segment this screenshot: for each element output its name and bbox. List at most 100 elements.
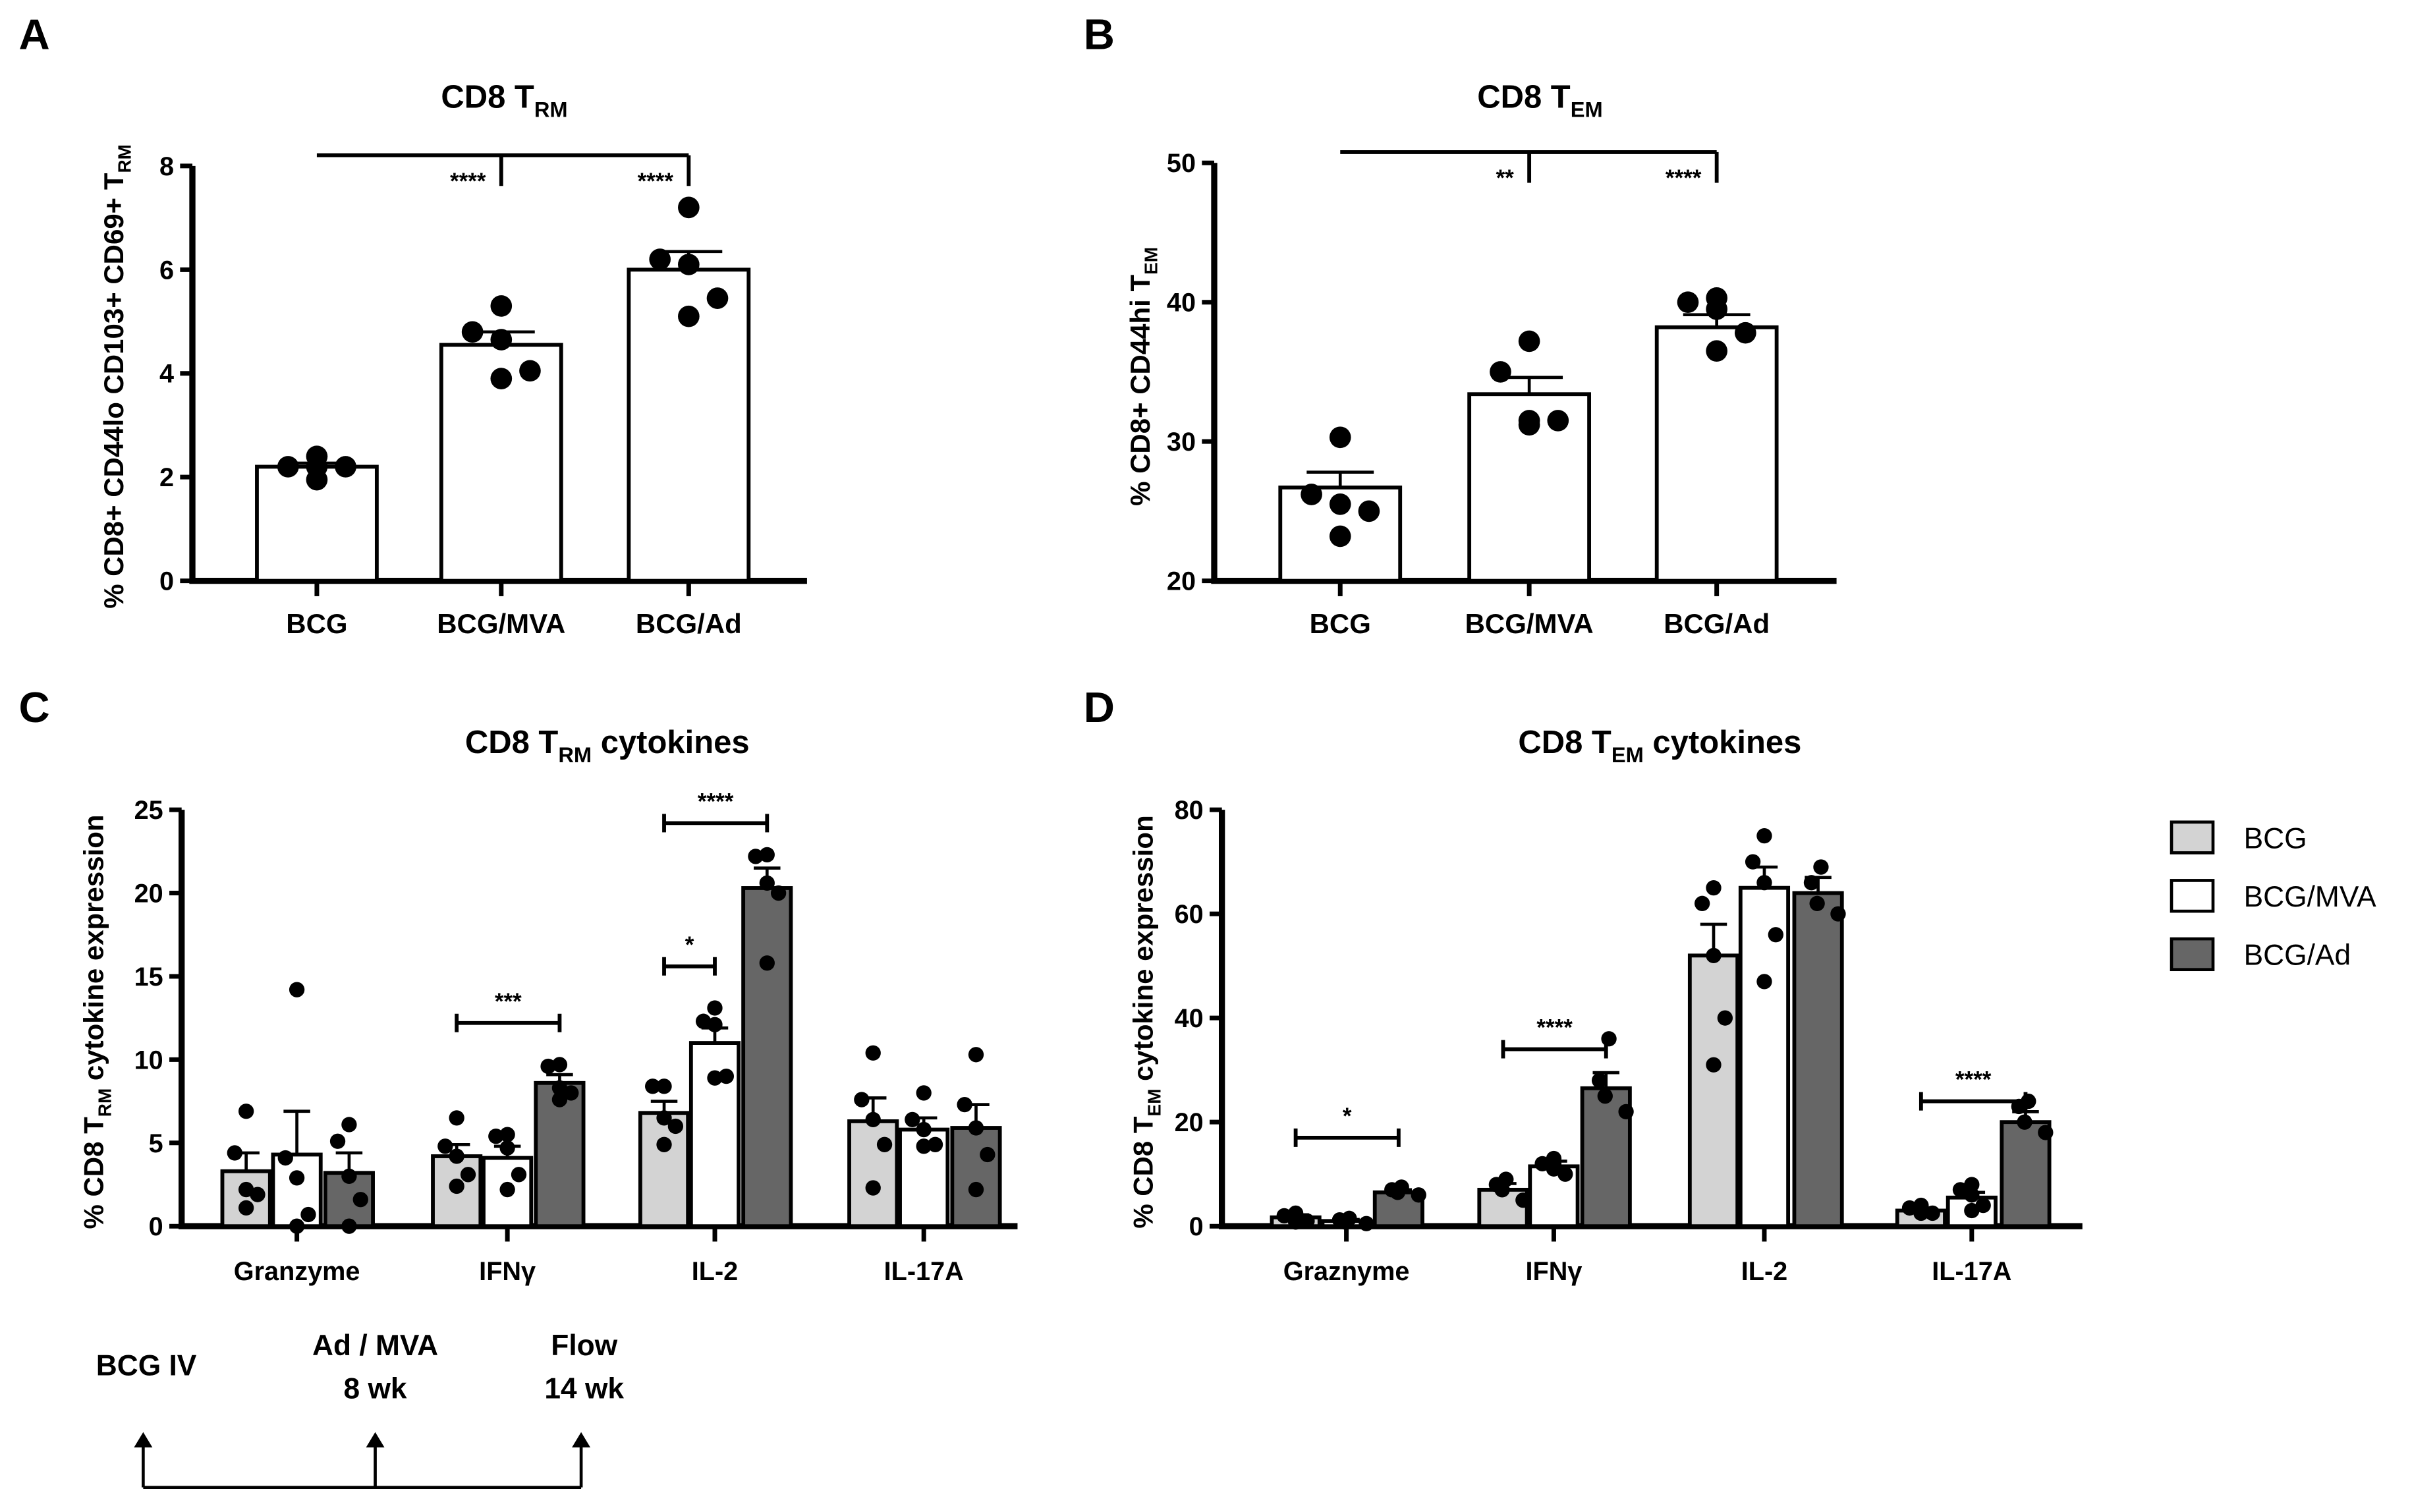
panel-d-data-point xyxy=(1913,1205,1929,1221)
panel-a-data-point xyxy=(490,368,513,389)
panel-c-data-point xyxy=(718,1068,735,1084)
panel-c-data-point xyxy=(563,1085,579,1101)
panel-a-y-tick-label: 8 xyxy=(159,152,174,181)
panel-b-bar xyxy=(1654,325,1779,583)
panel-d-data-point xyxy=(1591,1073,1608,1088)
panel-d-y-tick-label: 20 xyxy=(1175,1108,1204,1137)
panel-d-significance-label: **** xyxy=(1536,1015,1573,1041)
legend-swatch-bcg-mva xyxy=(2170,879,2215,913)
ylabel-d: % CD8 TEM cytokine expression xyxy=(1128,815,1165,1228)
panel-c-data-point xyxy=(927,1136,943,1152)
panel-c-bar xyxy=(638,1111,690,1229)
panel-c-data-point xyxy=(968,1047,984,1063)
panel-c-significance-bracket xyxy=(662,957,717,976)
panel-c-data-point xyxy=(905,1111,920,1128)
panel-d-data-point xyxy=(1952,1182,1969,1198)
panel-c-data-point xyxy=(980,1146,995,1163)
panel-c-data-point xyxy=(449,1148,464,1164)
panel-c-significance-label: *** xyxy=(495,989,522,1015)
panel-c-data-point xyxy=(854,1092,870,1107)
panel-c-bar xyxy=(950,1126,1002,1229)
panel-c-data-point xyxy=(759,847,775,863)
panel-a-data-point xyxy=(490,329,513,350)
panel-a-data-point xyxy=(678,196,700,219)
panel-b-data-point xyxy=(1518,330,1540,352)
panel-d-data-point xyxy=(1411,1187,1426,1203)
panel-c-data-point xyxy=(449,1110,464,1126)
panel-b-data-point xyxy=(1706,340,1727,362)
panel-c-data-point xyxy=(656,1110,672,1126)
panel-d-data-point xyxy=(1901,1200,1918,1216)
title-a: CD8 TRM xyxy=(441,79,567,121)
panel-d-significance-label: * xyxy=(1343,1104,1352,1129)
panel-d-bar xyxy=(1792,891,1844,1229)
panel-b-x-tick-label: BCG xyxy=(1310,608,1371,639)
ylabel-b: % CD8+ CD44hi TEM xyxy=(1125,247,1162,506)
panel-d-data-point xyxy=(1557,1166,1573,1182)
panel-c-data-point xyxy=(499,1140,515,1156)
title-d: CD8 TEM cytokines xyxy=(1518,725,1801,767)
panel-b-data-point xyxy=(1518,414,1540,436)
panel-c-data-point xyxy=(759,875,775,891)
panel-c-data-point xyxy=(667,1118,684,1134)
panel-d-data-point xyxy=(1694,895,1710,912)
timeline: BCG IV Ad / MVA 8 wk Flow 14 wk xyxy=(96,1330,624,1490)
panel-c-data-point xyxy=(238,1104,254,1119)
panel-c-y-tick-label: 20 xyxy=(134,880,163,909)
panel-c-x-tick-label: IL-2 xyxy=(692,1257,738,1286)
panel-d-data-point xyxy=(1337,1214,1353,1230)
panel-d-data-point xyxy=(1706,1057,1722,1073)
panel-d-y-tick-label: 60 xyxy=(1175,900,1204,929)
panel-c-y-tick-label: 10 xyxy=(134,1046,163,1075)
panel-d-bar xyxy=(1580,1086,1632,1229)
panel-c-data-point xyxy=(449,1178,464,1194)
panel-d-data-point xyxy=(1964,1202,1980,1219)
panel-c-data-point xyxy=(759,955,775,971)
panel-c-bar xyxy=(741,886,793,1229)
panel-c-data-point xyxy=(341,1218,357,1234)
timeline-start: BCG IV xyxy=(96,1349,197,1382)
panel-c-significance-bracket xyxy=(662,814,770,833)
panel-b-significance-label: **** xyxy=(1666,165,1702,191)
panel-letter-c: C xyxy=(18,683,49,731)
panel-a-data-point xyxy=(490,295,513,317)
panel-d-data-point xyxy=(1975,1197,1991,1214)
panel-c-data-point xyxy=(916,1121,932,1138)
panel-d-data-point xyxy=(1494,1182,1510,1198)
panel-c-data-point xyxy=(341,1168,357,1185)
panel-d-data-point xyxy=(1809,895,1825,912)
panel-c-significance-label: **** xyxy=(698,789,734,814)
title-c: CD8 TRM cytokines xyxy=(465,725,750,767)
panel-c-data-point xyxy=(707,1000,723,1016)
panel-a-data-point xyxy=(335,456,356,478)
panel-c-data-point xyxy=(865,1045,881,1061)
panel-b-y-tick-label: 50 xyxy=(1167,149,1196,178)
legend-label-bcg-mva: BCG/MVA xyxy=(2244,881,2376,913)
panel-b-data-point xyxy=(1677,291,1699,314)
panel-c-data-point xyxy=(341,1117,357,1133)
panel-letter-b: B xyxy=(1084,11,1115,59)
ylabel-a: % CD8+ CD44lo CD103+ CD69+ TRM xyxy=(98,144,135,609)
panel-a-x-tick-label: BCG xyxy=(286,608,347,639)
panel-d-significance-bracket xyxy=(1293,1128,1401,1147)
panel-a-x-tick-label: BCG/MVA xyxy=(437,608,565,639)
panel-c-data-point xyxy=(916,1138,932,1154)
panel-d-significance-label: **** xyxy=(1955,1067,1992,1093)
panel-c-data-point xyxy=(707,1070,723,1086)
panel-a-y-tick-label: 0 xyxy=(159,567,174,596)
panel-d-data-point xyxy=(1597,1088,1613,1104)
panel-d-x-tick-label: IL-2 xyxy=(1741,1257,1787,1286)
panel-b-error-bar xyxy=(1306,470,1374,488)
panel-letter-a: A xyxy=(18,11,49,59)
panel-c-error-bar xyxy=(283,1109,310,1155)
timeline-boost: Ad / MVA xyxy=(312,1330,438,1362)
panel-d-data-point xyxy=(1964,1187,1980,1203)
panel-c-data-point xyxy=(865,1111,881,1128)
panel-c-data-point xyxy=(876,1136,893,1152)
legend-label-bcg-ad: BCG/Ad xyxy=(2244,939,2351,972)
panel-d-data-point xyxy=(1768,927,1783,943)
panel-d-data-point xyxy=(1299,1213,1315,1229)
panel-d-data-point xyxy=(1803,875,1820,891)
panel-c-data-point xyxy=(352,1192,368,1208)
panel-d-data-point xyxy=(1601,1031,1617,1047)
